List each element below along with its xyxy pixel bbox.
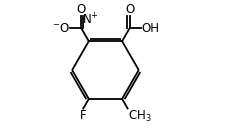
Text: OH: OH (141, 22, 159, 35)
Text: $\mathregular{{}^{-}}$O: $\mathregular{{}^{-}}$O (52, 22, 70, 35)
Text: F: F (80, 109, 86, 122)
Text: O: O (77, 3, 86, 16)
Text: O: O (125, 3, 134, 16)
Text: N$\mathregular{^{+}}$: N$\mathregular{^{+}}$ (82, 13, 99, 28)
Text: CH$_3$: CH$_3$ (128, 109, 152, 124)
